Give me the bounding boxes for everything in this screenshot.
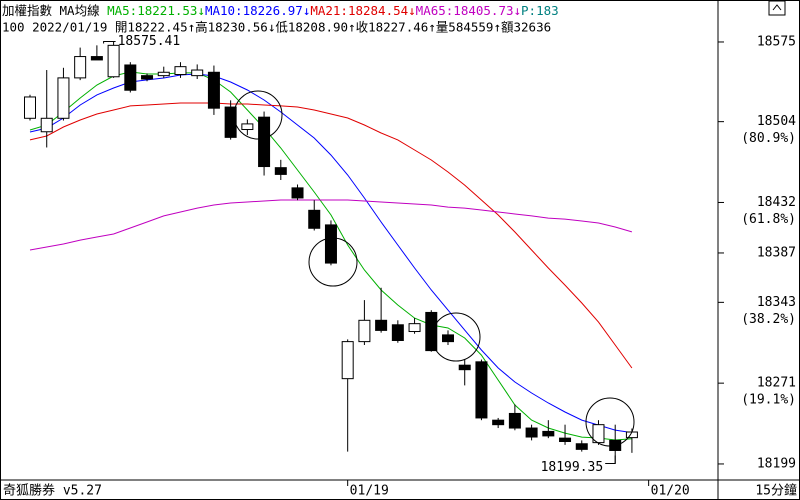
- x-tick-label: 01/19: [350, 484, 389, 499]
- candle-body: [24, 96, 36, 119]
- candle-body: [74, 56, 87, 79]
- label-leader: [103, 41, 116, 44]
- ma-line: [29, 102, 633, 369]
- y-tick-note: (38.2%): [741, 312, 796, 327]
- candle-body: [559, 437, 572, 443]
- y-tick-label: 18387: [757, 245, 796, 260]
- candle-body: [40, 117, 53, 133]
- candle-body: [57, 77, 70, 119]
- candle-body: [274, 167, 287, 175]
- x-tick-label: 01/20: [651, 484, 690, 499]
- candle-body: [174, 66, 187, 76]
- candle-body: [492, 419, 505, 426]
- y-tick-label: 18199: [757, 456, 796, 471]
- y-tick-note: (61.8%): [741, 212, 796, 227]
- candle-body: [324, 224, 337, 264]
- candle-body: [157, 71, 170, 77]
- candle-body: [258, 116, 271, 168]
- candle-body: [141, 75, 154, 80]
- y-tick-label: 18575: [757, 34, 796, 49]
- footer-left: 奇狐勝券 v5.27: [3, 483, 102, 499]
- header-line2: 100 2022/01/19 開18222.45↑高18230.56↓低1820…: [2, 20, 551, 35]
- candle-body: [425, 311, 438, 352]
- candle-body: [341, 341, 354, 380]
- candle-body: [358, 319, 371, 343]
- footer-right: 15分鐘: [755, 483, 797, 499]
- candle-body: [575, 443, 588, 450]
- candle-body: [475, 361, 488, 419]
- y-tick-label: 18432: [757, 195, 796, 210]
- candle-body: [375, 319, 388, 331]
- candle-body: [107, 44, 120, 78]
- header-segment: MA10:18226.97↓: [205, 3, 310, 18]
- high-label: 18575.41: [118, 34, 181, 49]
- low-label: 18199.35: [541, 460, 604, 475]
- candle-body: [291, 187, 304, 199]
- y-tick-label: 18271: [757, 376, 796, 391]
- candle-body: [241, 123, 254, 131]
- y-tick-label: 18343: [757, 295, 796, 310]
- candle-body: [90, 56, 103, 61]
- header-segment: MA21:18284.54↓: [310, 3, 415, 18]
- highlight-circle: [233, 90, 283, 140]
- scroll-arrow-icon: [772, 4, 782, 11]
- scroll-button[interactable]: [768, 0, 786, 16]
- candle-body: [508, 412, 521, 429]
- candle-body: [308, 209, 321, 229]
- header-segment: 加權指數 MA均線: [2, 3, 107, 18]
- candle-body: [542, 430, 555, 437]
- plot-area: [24, 41, 638, 464]
- candle-body: [124, 64, 137, 91]
- candle-body: [207, 71, 220, 109]
- header-segment: MA65:18405.73↓: [416, 3, 521, 18]
- y-tick-note: (80.9%): [741, 131, 796, 146]
- candle-body: [408, 323, 421, 333]
- ma-line: [29, 199, 633, 251]
- highlight-circle: [308, 237, 358, 287]
- y-tick-label: 18504: [757, 114, 796, 129]
- candle-body: [191, 69, 204, 77]
- header: 加權指數 MA均線 MA5:18221.53↓MA10:18226.97↓MA2…: [2, 3, 559, 35]
- candle-body: [525, 427, 538, 438]
- header-line1: 加權指數 MA均線 MA5:18221.53↓MA10:18226.97↓MA2…: [2, 3, 559, 18]
- highlight-circle: [585, 397, 635, 447]
- candle-body: [442, 334, 454, 343]
- header-segment: MA5:18221.53↓: [107, 3, 205, 18]
- header-segment: P:183: [521, 3, 559, 18]
- candle-body: [391, 324, 404, 342]
- candle-body: [224, 106, 237, 138]
- candle-body: [458, 364, 471, 371]
- highlight-circle: [431, 312, 481, 362]
- y-tick-note: (19.1%): [741, 393, 796, 408]
- label-leader: [605, 455, 616, 465]
